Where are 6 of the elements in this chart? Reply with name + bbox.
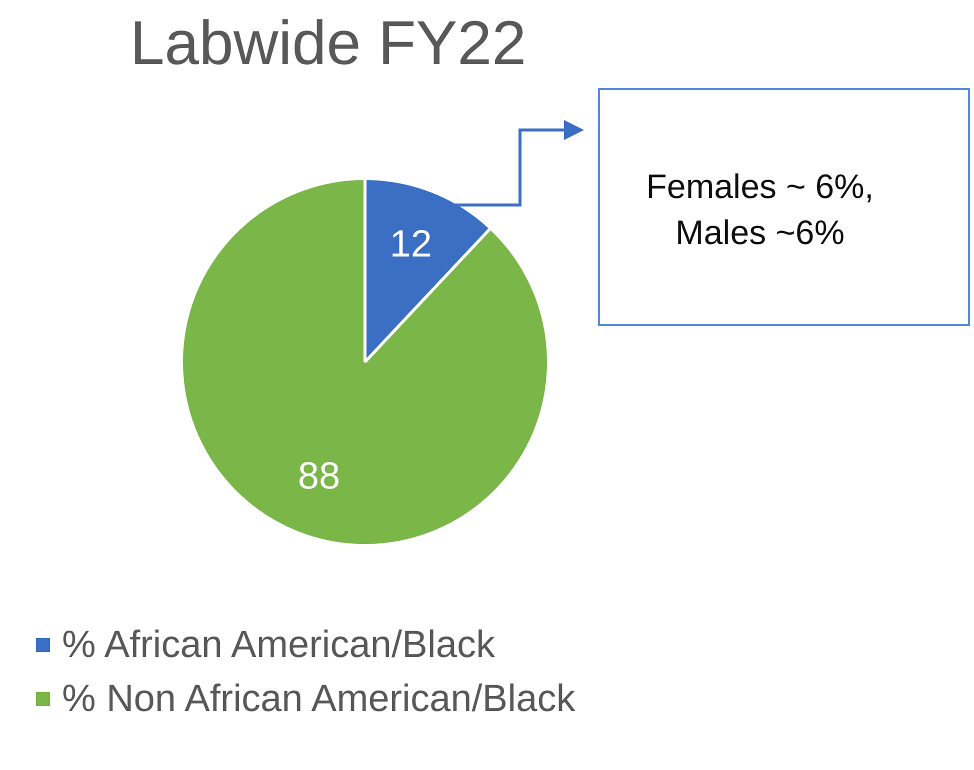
text: Females ~ 6%, Males ~6% (645, 167, 875, 254)
legend-label: % Non African American/Black (62, 678, 576, 720)
data-label: 12 (390, 223, 432, 266)
chart-title: Labwide FY22 (130, 8, 526, 79)
legend-label: % African American/Black (62, 624, 495, 666)
data-label: 88 (298, 456, 340, 498)
